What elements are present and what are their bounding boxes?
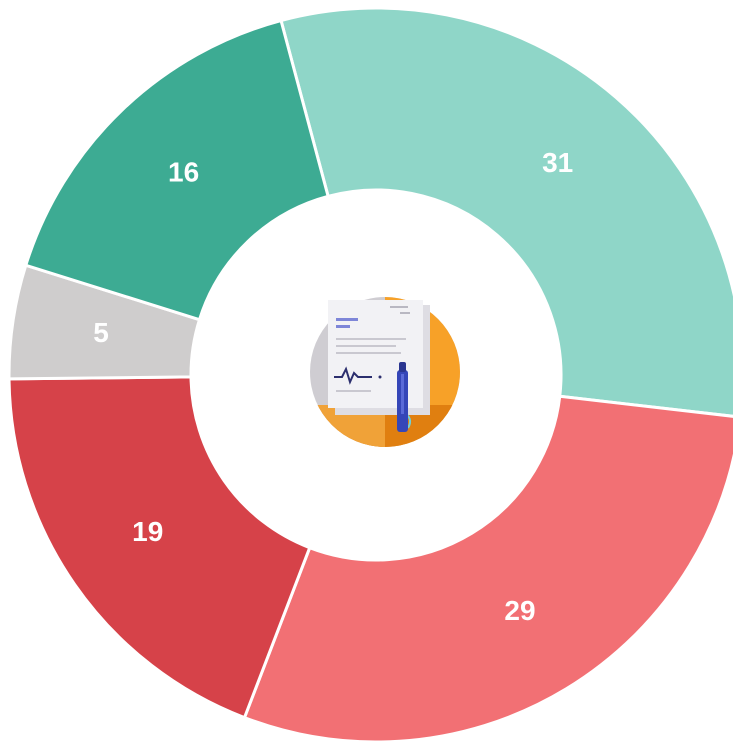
slice-label: 5	[93, 317, 109, 348]
slice	[23, 18, 330, 322]
slice-label: 16	[168, 157, 199, 188]
labels: 31 29 19 5 16	[93, 147, 573, 626]
slices	[7, 6, 733, 742]
slice-label: 19	[132, 516, 163, 547]
slice	[279, 6, 733, 418]
center-icon	[310, 297, 460, 447]
slice	[7, 375, 312, 720]
slice-label: 31	[542, 147, 573, 178]
slice-label: 29	[504, 595, 535, 626]
slice	[242, 394, 733, 742]
